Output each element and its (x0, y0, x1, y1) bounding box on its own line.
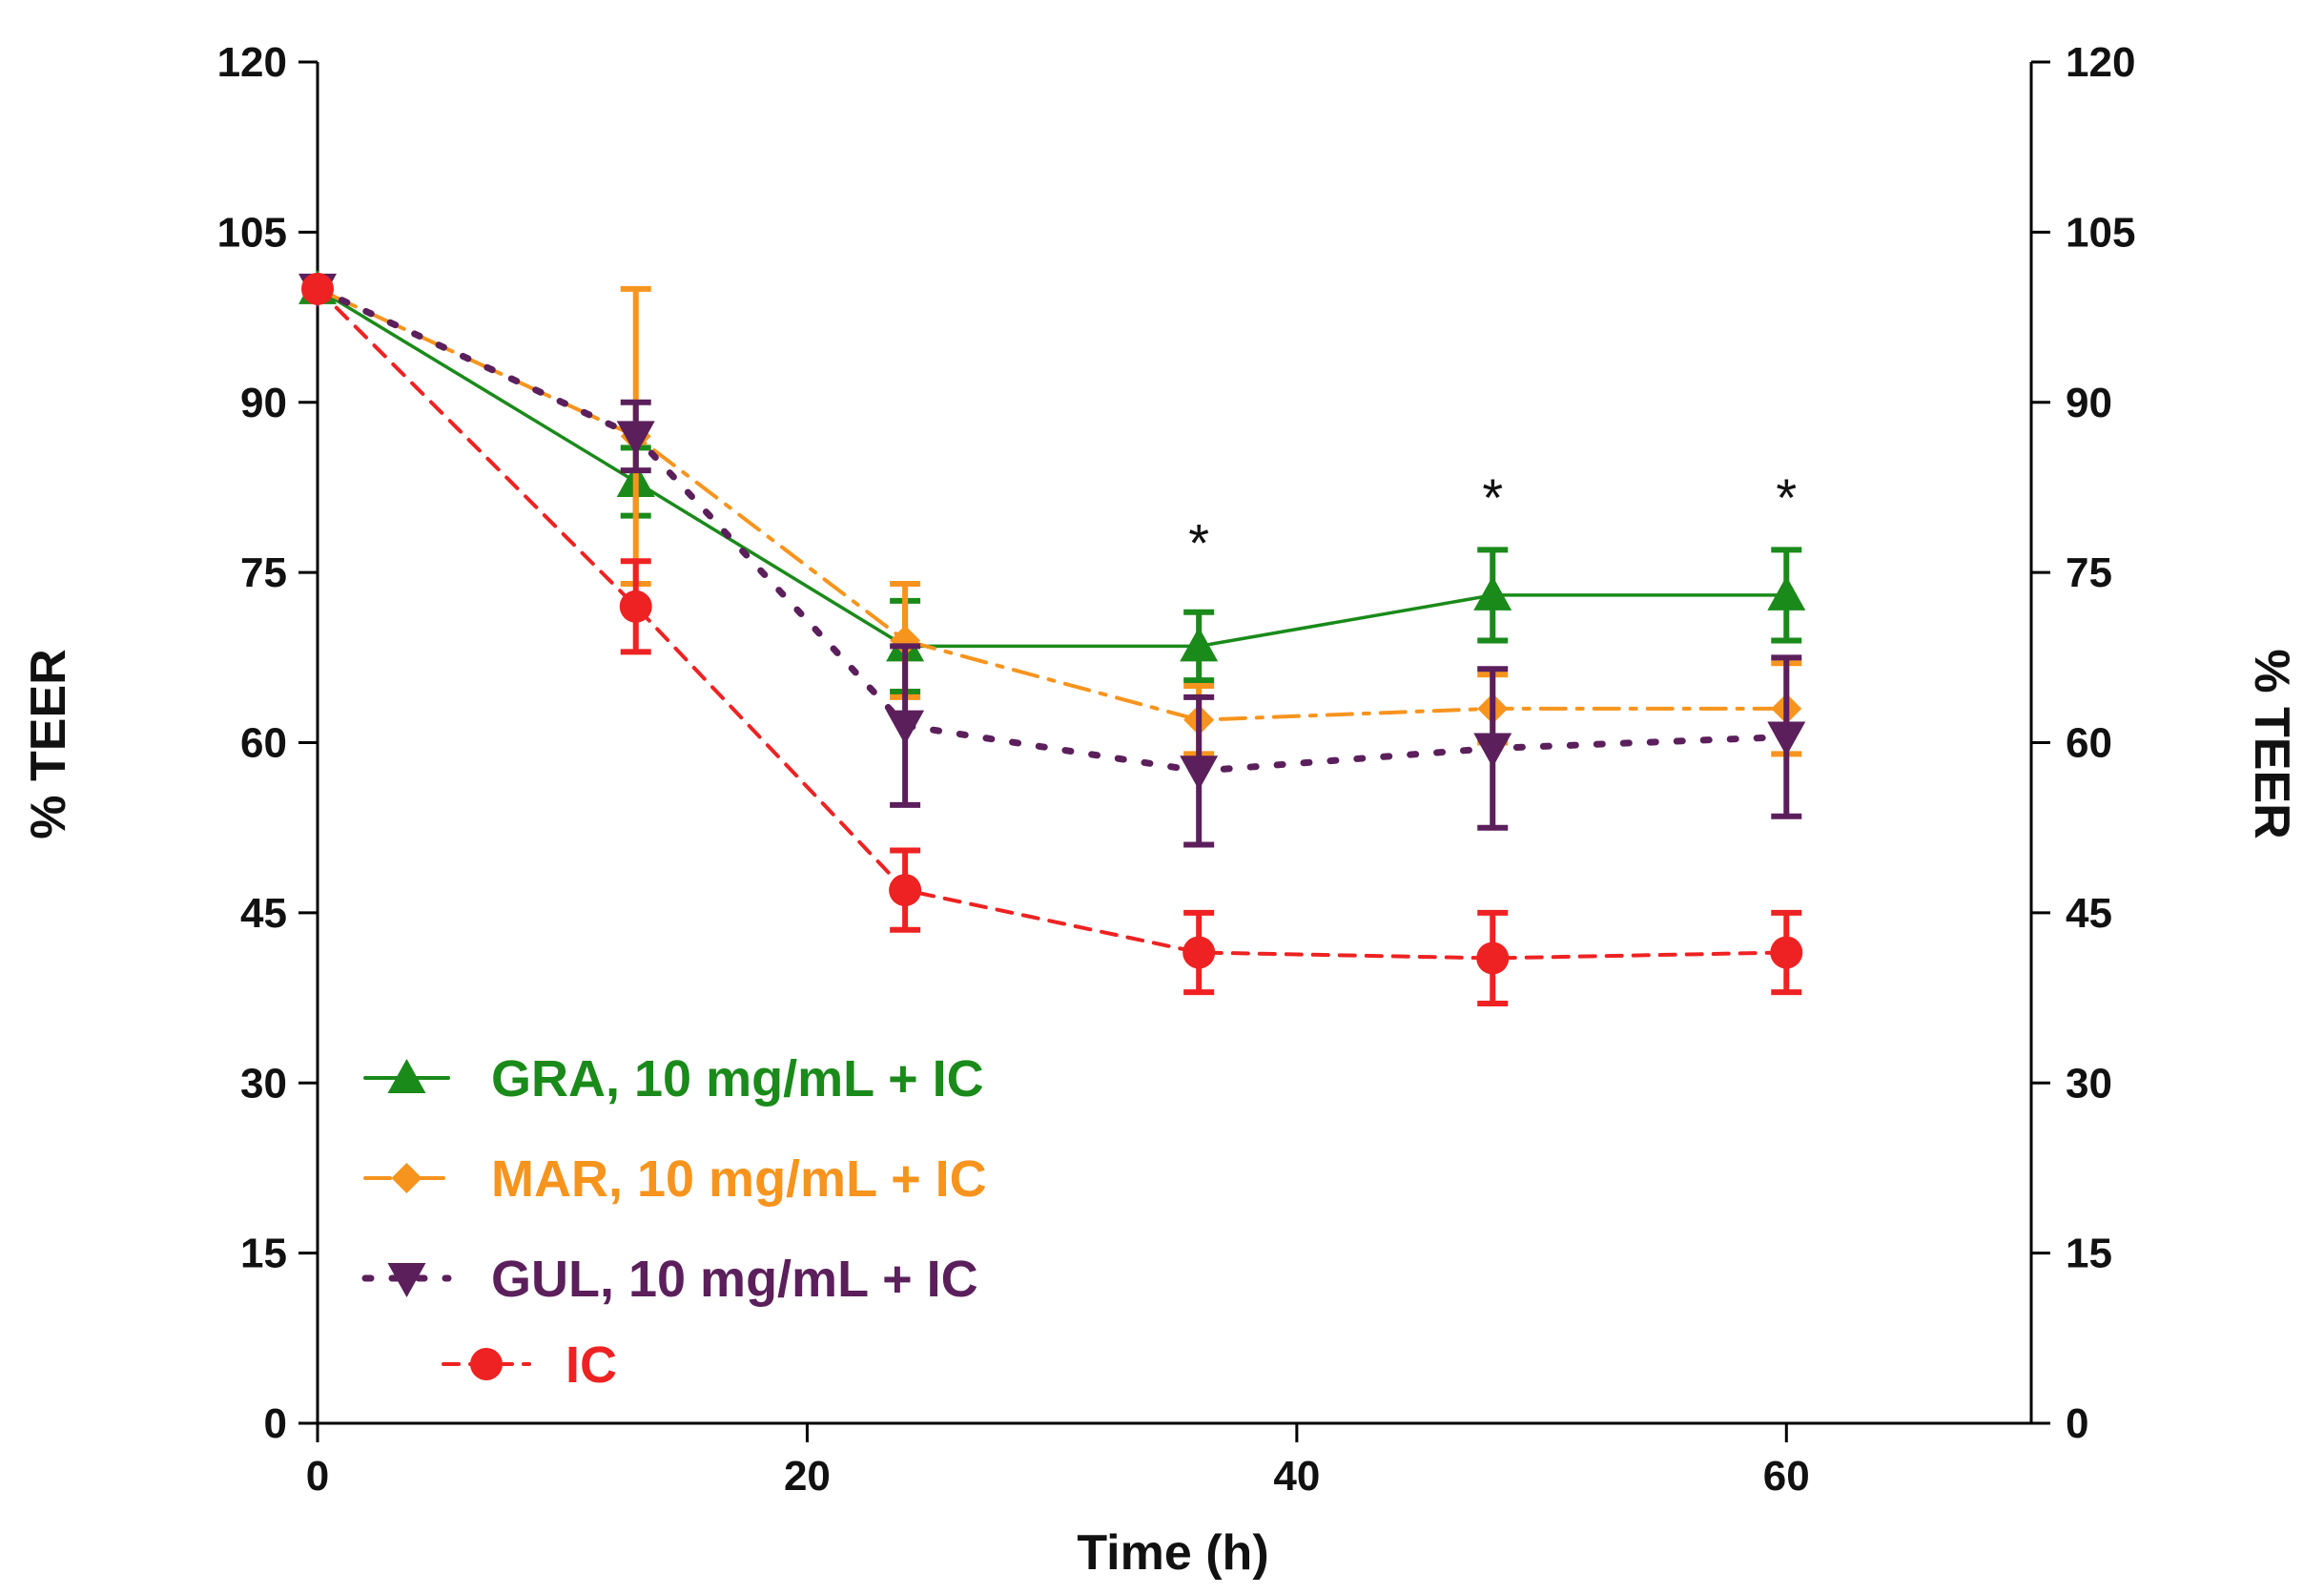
series-line (316, 287, 1789, 649)
y-tick-label-right: 90 (2066, 380, 2112, 426)
y-tick-label-left: 60 (240, 720, 287, 767)
legend-marker (387, 1059, 426, 1093)
legend-item-3: IC (442, 1336, 617, 1394)
x-axis-title: Time (h) (1077, 1525, 1268, 1581)
y-tick-label-left: 75 (240, 549, 287, 596)
data-point (886, 710, 925, 745)
significance-star: * (1482, 467, 1503, 528)
y-tick-label-left: 0 (264, 1400, 287, 1447)
y-tick-label-left: 15 (240, 1231, 287, 1277)
legend-label: MAR, 10 mg/mL + IC (491, 1150, 987, 1208)
series-layer (298, 269, 1806, 1007)
y-axis-title: % TEER (21, 649, 76, 838)
series-1 (302, 273, 1802, 757)
legend-marker (391, 1163, 422, 1193)
y-tick-label-left: 120 (217, 39, 287, 86)
data-point (616, 421, 655, 456)
y-axis-right-title: % TEER (2244, 649, 2299, 838)
legend-label: GRA, 10 mg/mL + IC (491, 1050, 984, 1108)
data-point (1767, 575, 1806, 611)
x-tick-label: 20 (784, 1453, 831, 1500)
y-tick-label-right: 75 (2066, 549, 2112, 596)
legend-label: IC (566, 1336, 617, 1394)
y-tick-label-right: 105 (2066, 209, 2135, 256)
y-tick-label-right: 60 (2066, 720, 2112, 767)
data-point (1473, 575, 1512, 611)
y-tick-label-left: 30 (240, 1060, 287, 1107)
significance-star: * (1776, 467, 1797, 528)
series-2 (298, 273, 1806, 848)
y-tick-label-right: 120 (2066, 39, 2135, 86)
legend-marker (470, 1348, 503, 1380)
data-point (1476, 942, 1510, 975)
data-point (889, 874, 922, 907)
data-point (1767, 721, 1806, 756)
y-tick-label-right: 30 (2066, 1060, 2112, 1107)
annotation-layer: * * * (1188, 467, 1797, 573)
x-tick-label: 40 (1273, 1453, 1320, 1500)
significance-star: * (1188, 512, 1209, 572)
data-point (301, 272, 334, 305)
y-tick-label-left: 45 (240, 890, 287, 937)
y-tick-label-right: 15 (2066, 1231, 2112, 1277)
y-tick-label-left: 105 (217, 209, 287, 256)
legend-item-0: GRA, 10 mg/mL + IC (363, 1050, 984, 1108)
series-3 (301, 272, 1803, 1007)
series-line (314, 285, 1790, 775)
x-tick-label: 0 (306, 1453, 329, 1500)
data-point (1180, 627, 1219, 662)
series-line (316, 286, 1789, 722)
y-tick-label-right: 45 (2066, 890, 2112, 937)
data-point (1180, 756, 1219, 791)
y-tick-label-left: 90 (240, 380, 287, 426)
data-point (1473, 733, 1512, 768)
data-point (1770, 936, 1803, 969)
data-point (1183, 936, 1216, 969)
legend: GRA, 10 mg/mL + IC MAR, 10 mg/mL + IC GUL,… (361, 1050, 987, 1394)
series-line (316, 286, 1789, 961)
series-0 (298, 269, 1806, 694)
legend-item-1: MAR, 10 mg/mL + IC (363, 1150, 987, 1208)
legend-marker (387, 1263, 426, 1297)
legend-label: GUL, 10 mg/mL + IC (491, 1251, 978, 1308)
data-point (619, 590, 652, 623)
x-tick-label: 60 (1763, 1453, 1810, 1500)
y-tick-label-right: 0 (2066, 1400, 2088, 1447)
legend-item-2: GUL, 10 mg/mL + IC (361, 1251, 978, 1308)
